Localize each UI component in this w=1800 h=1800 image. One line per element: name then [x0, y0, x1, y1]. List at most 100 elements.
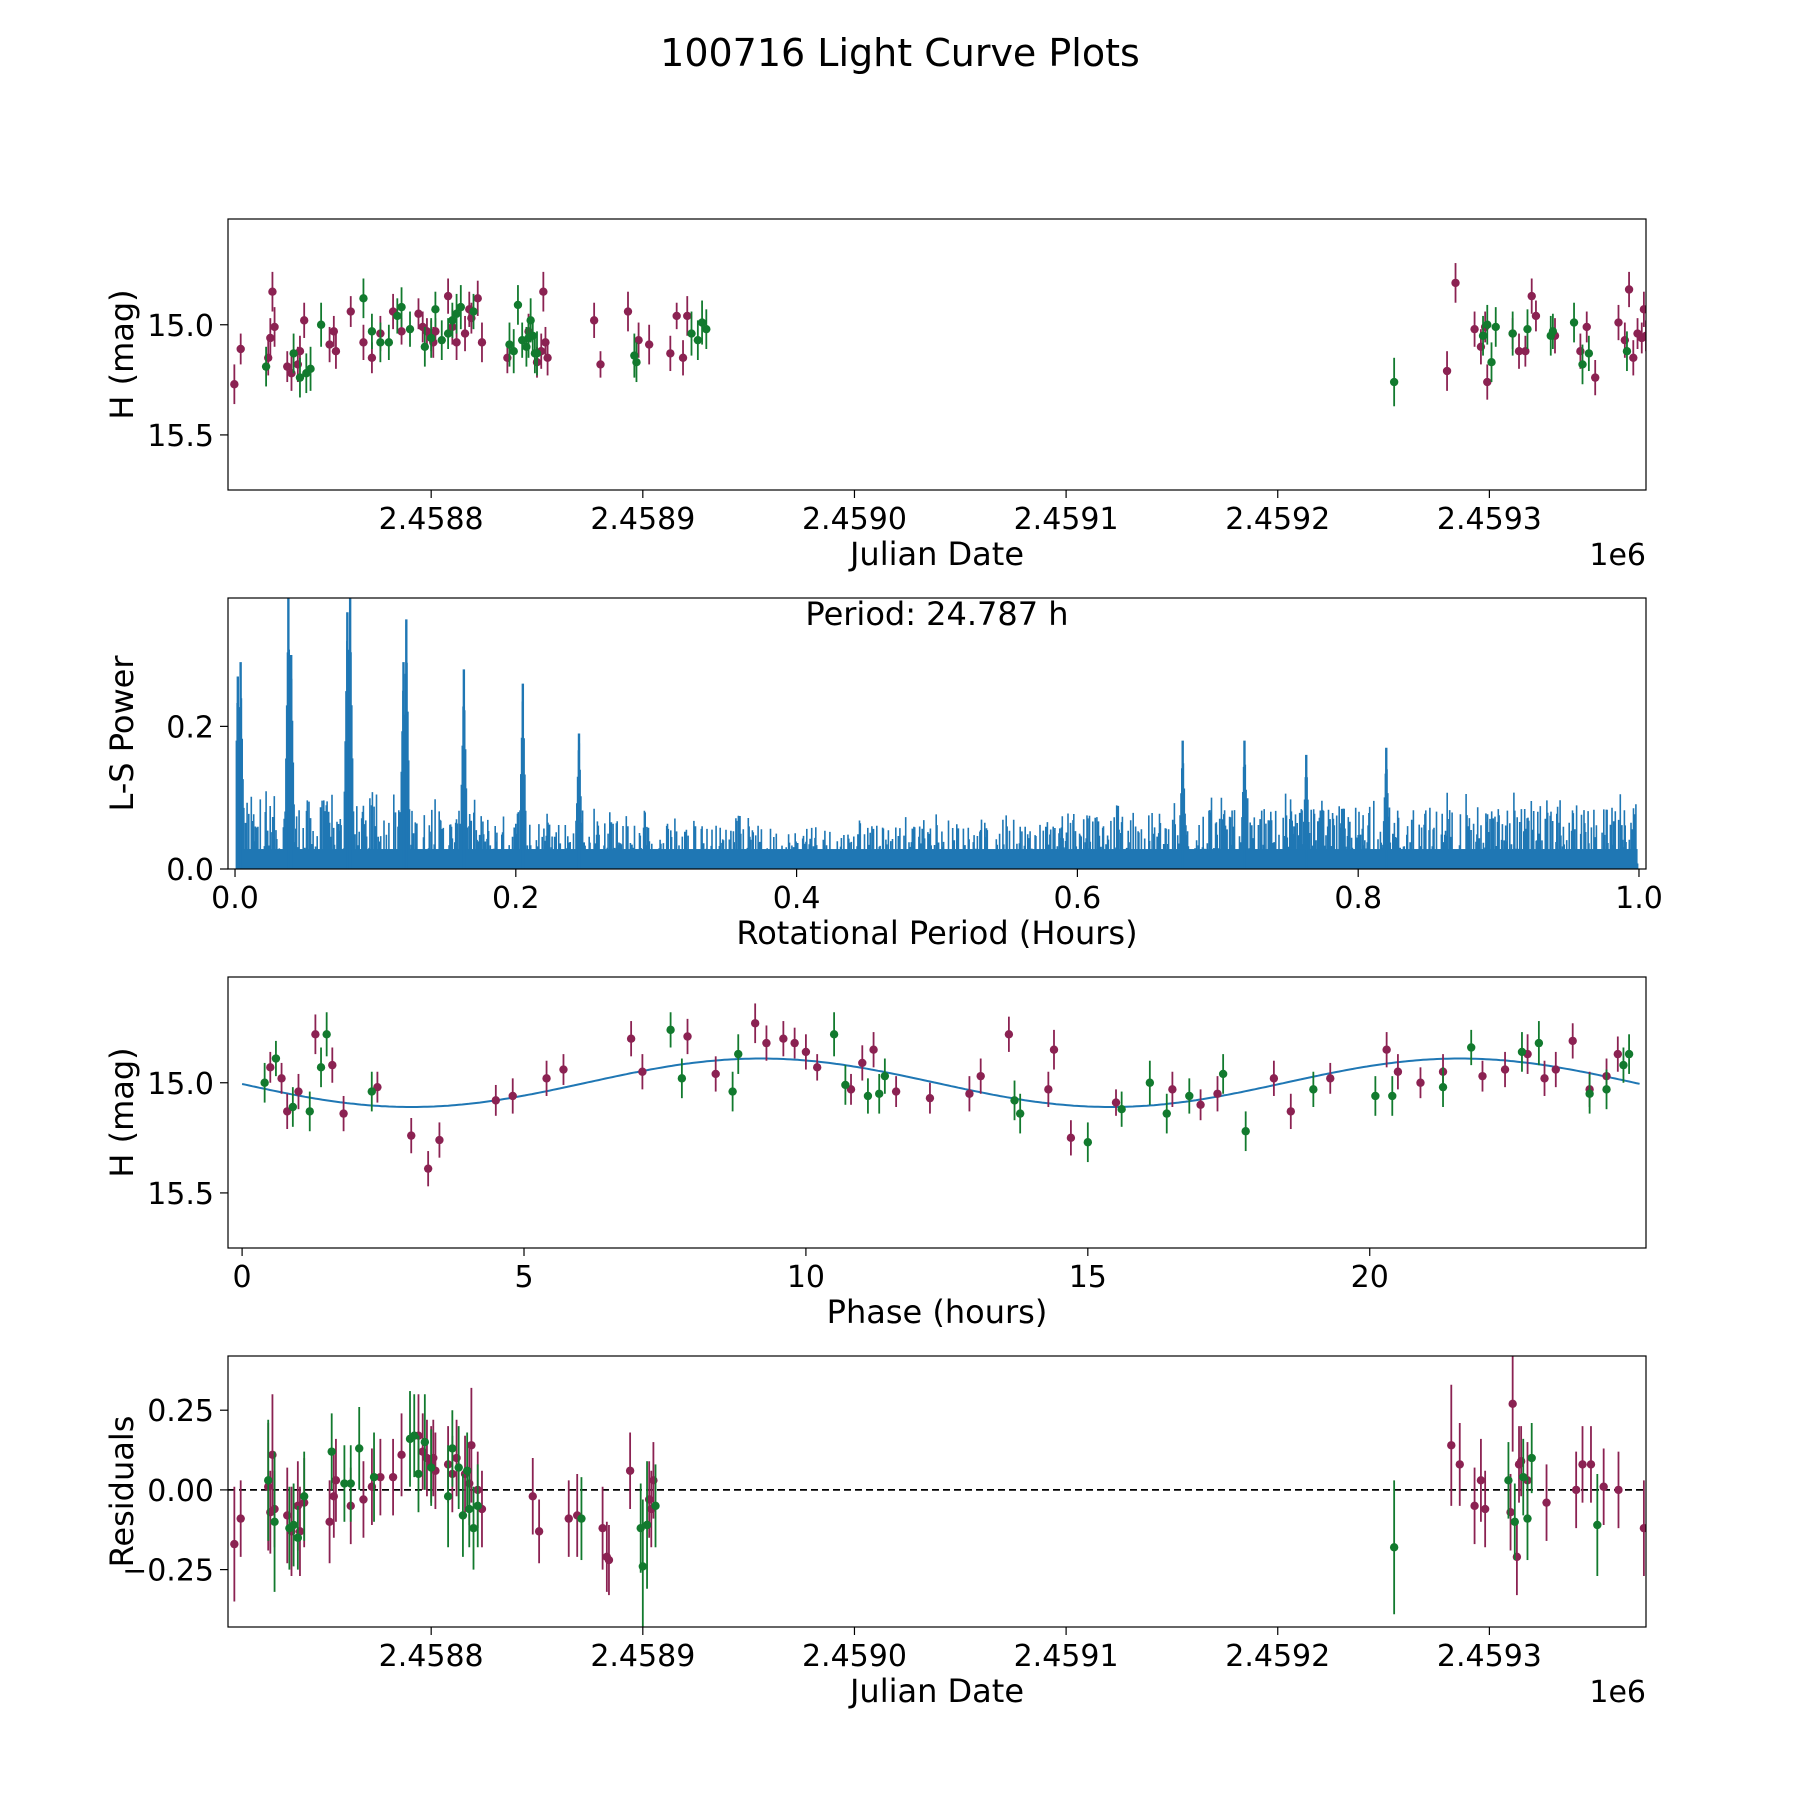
data-point	[294, 1087, 303, 1096]
axes-frame	[227, 976, 1647, 1249]
data-point	[539, 287, 548, 296]
data-point	[517, 335, 527, 345]
data-point	[1624, 285, 1634, 294]
data-point	[1269, 1074, 1279, 1083]
x-tick-label: 2.4593	[1437, 502, 1542, 537]
x-tick-label: 0.8	[1334, 881, 1382, 916]
series-band-1	[230, 263, 1646, 405]
x-tick-label: 20	[1351, 1260, 1389, 1295]
data-point	[626, 1034, 636, 1043]
data-point	[1416, 1078, 1425, 1087]
data-point	[638, 1562, 648, 1571]
data-point	[750, 1019, 760, 1028]
data-point	[355, 1444, 364, 1453]
data-point	[693, 335, 703, 345]
data-point	[1218, 1069, 1228, 1079]
data-point	[443, 1492, 453, 1501]
data-point	[1185, 1091, 1194, 1101]
data-point	[456, 302, 466, 312]
data-point	[728, 1087, 737, 1096]
data-point	[437, 335, 446, 345]
data-point	[1010, 1096, 1019, 1105]
data-point	[420, 342, 430, 351]
data-point	[460, 329, 470, 338]
data-point	[473, 1501, 482, 1511]
data-point	[397, 1450, 406, 1460]
data-point	[632, 358, 641, 367]
axes-frame	[227, 597, 1647, 870]
data-point	[236, 1514, 245, 1523]
data-point	[589, 316, 599, 325]
data-point	[1196, 1100, 1205, 1109]
data-point	[734, 1049, 743, 1059]
data-point	[435, 1135, 444, 1145]
data-point	[779, 1034, 788, 1043]
x-tick-label: 0.6	[1054, 881, 1102, 916]
data-point	[1241, 1127, 1250, 1136]
data-point	[1582, 322, 1591, 332]
data-point	[388, 1472, 398, 1482]
data-point	[666, 1025, 675, 1035]
data-point	[762, 1038, 771, 1048]
data-point	[846, 1085, 856, 1094]
data-point	[858, 1058, 867, 1068]
data-point	[642, 1520, 652, 1530]
data-point	[295, 346, 305, 356]
data-point	[678, 353, 688, 363]
data-point	[1467, 1043, 1476, 1052]
data-point	[1578, 360, 1587, 369]
y-tick-label: 0.25	[147, 1394, 214, 1429]
panel-raw: 2.4588 2.4589 2.4590 2.4591 2.4592 2.4593 15.5…	[103, 218, 1647, 573]
power-spectrum-floor	[236, 849, 1638, 869]
data-point	[841, 1080, 850, 1090]
data-point	[596, 360, 605, 369]
data-point	[367, 1087, 376, 1096]
data-point	[346, 307, 355, 316]
data-point	[477, 338, 487, 347]
series-band-2	[264, 1391, 1602, 1627]
data-point	[1523, 324, 1532, 334]
data-point	[1540, 1074, 1549, 1083]
data-point	[1614, 318, 1623, 327]
data-point	[666, 349, 675, 358]
data-point	[1584, 349, 1594, 358]
data-point	[1004, 1030, 1014, 1039]
data-point	[270, 322, 279, 332]
plot-area	[235, 598, 1639, 869]
figure-title: 100716 Light Curve Plots	[660, 31, 1140, 75]
data-point	[359, 1495, 368, 1504]
data-point	[1168, 1085, 1177, 1094]
data-point	[1593, 1520, 1602, 1530]
data-point	[1371, 1091, 1380, 1101]
data-point	[1389, 1543, 1399, 1552]
data-point	[264, 1476, 273, 1485]
data-point	[1613, 1049, 1623, 1059]
data-point	[283, 1107, 292, 1116]
data-point	[1447, 1441, 1456, 1450]
y-tick-label: 15.0	[147, 1067, 214, 1102]
data-point	[1531, 311, 1541, 321]
data-point	[369, 1472, 379, 1482]
data-point	[965, 1089, 974, 1098]
data-point	[976, 1071, 985, 1081]
y-axis-label: H (mag)	[103, 289, 141, 419]
x-tick-label: 0.2	[492, 881, 540, 916]
data-point	[289, 1520, 298, 1530]
y-tick-label: 15.5	[147, 419, 214, 454]
data-point	[1569, 318, 1579, 327]
data-point	[1483, 320, 1492, 329]
x-tick-label: 2.4589	[590, 1639, 695, 1674]
axes-frame	[227, 218, 1647, 491]
data-point	[875, 1089, 884, 1098]
data-point	[1326, 1074, 1335, 1083]
data-point	[677, 1074, 687, 1083]
panel-residuals: 2.4588 2.4589 2.4590 2.4591 2.4592 2.4593 0.25…	[103, 1355, 1647, 1710]
data-point	[325, 340, 334, 349]
data-point	[1523, 1514, 1532, 1523]
data-point	[1639, 305, 1646, 314]
data-point	[1388, 1091, 1397, 1101]
x-axis-label: Rotational Period (Hours)	[736, 914, 1137, 952]
data-point	[367, 353, 377, 363]
data-point	[1083, 1138, 1093, 1147]
data-point	[1510, 1517, 1519, 1526]
